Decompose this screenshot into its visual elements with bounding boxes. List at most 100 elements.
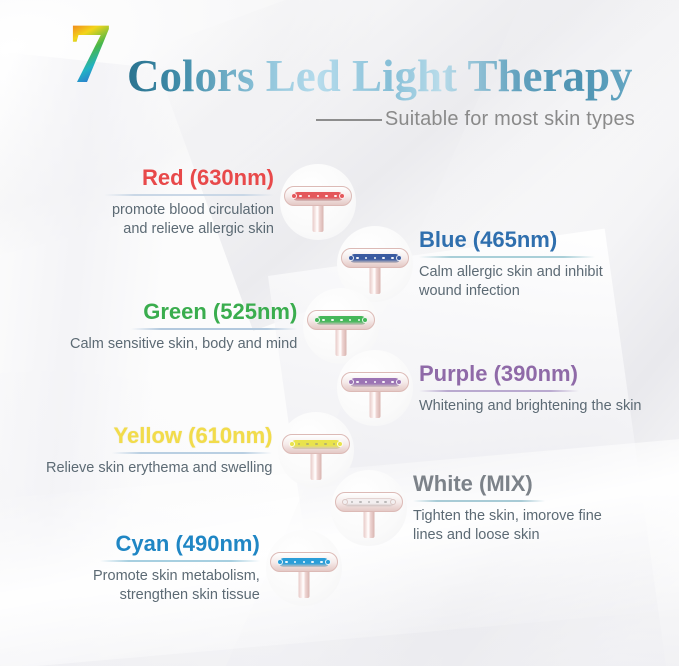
feature-heading: Green (525nm) <box>143 298 298 324</box>
feature-underline <box>413 500 545 502</box>
wand-handle <box>369 384 381 418</box>
subtitle-dash <box>315 118 382 121</box>
led-dot <box>297 442 301 446</box>
feature-heading: Purple (390nm) <box>419 360 578 386</box>
feature-block-cyan: Cyan (490nm) Promote skin metabolism, str… <box>93 530 342 606</box>
feature-underline <box>112 451 273 454</box>
wand-head <box>284 186 352 206</box>
led-dot <box>391 380 394 384</box>
led-dot <box>332 442 336 446</box>
feature-description: Relieve skin erythema and swelling <box>46 459 273 476</box>
led-end-cap <box>348 379 354 385</box>
feature-block-blue: Blue (465nm) Calm allergic skin and inhib… <box>337 226 603 302</box>
feature-text-group: Red (630nm) promote blood circulation and… <box>104 165 274 239</box>
feature-description: Promote skin metabolism, strengthen skin… <box>93 568 260 603</box>
led-dot <box>376 500 379 504</box>
feature-heading: Red (630nm) <box>141 165 274 190</box>
feature-description: Tighten the skin, imorove fine lines and… <box>413 508 602 543</box>
led-wand-icon <box>278 412 355 488</box>
led-end-cap <box>337 441 344 447</box>
led-dot <box>373 256 377 260</box>
led-dot <box>302 560 306 564</box>
wand-head <box>307 310 376 330</box>
led-end-cap <box>324 559 331 565</box>
feature-block-yellow: Yellow (610nm) Relieve skin erythema and … <box>46 412 355 488</box>
led-bar <box>278 557 329 567</box>
feature-heading: Cyan (490nm) <box>115 531 260 556</box>
feature-underline <box>419 389 579 392</box>
subtitle-group: Suitable for most skin types <box>315 108 635 131</box>
led-dot <box>356 380 359 384</box>
led-end-cap <box>390 499 396 505</box>
wand-body <box>278 412 354 488</box>
feature-text-group: Yellow (610nm) Relieve skin erythema and … <box>46 422 273 478</box>
wand-body <box>266 530 342 606</box>
feature-block-green: Green (525nm) Calm sensitive skin, body a… <box>70 288 380 364</box>
feature-description: promote blood circulation and relieve al… <box>111 202 274 237</box>
led-dot <box>315 442 318 446</box>
led-end-cap <box>396 379 402 385</box>
led-dot <box>391 256 394 260</box>
led-end-cap <box>348 255 354 261</box>
feature-underline <box>131 327 298 330</box>
led-dot <box>367 500 371 504</box>
led-dot <box>316 194 320 198</box>
led-end-cap <box>314 317 321 323</box>
wand-head <box>282 434 351 454</box>
led-end-cap <box>276 559 283 565</box>
led-dot <box>306 442 309 446</box>
led-dot <box>320 560 323 564</box>
led-bar <box>293 191 343 201</box>
led-dot <box>348 318 352 322</box>
led-wand-icon <box>280 164 356 240</box>
feature-description: Whitening and brightening the skin <box>419 397 642 414</box>
led-wand-icon <box>331 470 407 546</box>
wand-body <box>337 350 413 426</box>
led-dot <box>364 380 368 384</box>
led-dot <box>331 318 334 322</box>
led-dot <box>322 318 325 322</box>
feature-block-red: Red (630nm) promote blood circulation and… <box>104 164 356 240</box>
feature-heading: Blue (465nm) <box>419 227 558 252</box>
led-dot <box>293 560 297 564</box>
wand-body <box>337 226 413 302</box>
feature-underline <box>99 560 260 562</box>
wand-body <box>303 288 379 364</box>
led-end-cap <box>339 193 345 199</box>
led-bar <box>350 377 400 387</box>
feature-text-group: White (MIX) Tighten the skin, imorove fin… <box>413 471 602 545</box>
led-dot <box>382 380 386 384</box>
led-dot <box>323 442 327 446</box>
feature-description: Calm allergic skin and inhibit wound inf… <box>419 264 603 299</box>
feature-description: Calm sensitive skin, body and mind <box>70 335 298 352</box>
feature-underline <box>419 256 595 258</box>
led-dot <box>307 194 311 198</box>
led-end-cap <box>362 317 369 323</box>
led-dot <box>373 380 377 384</box>
led-bar <box>316 315 367 325</box>
led-dot <box>334 194 337 198</box>
led-dot <box>356 256 359 260</box>
wand-handle <box>335 322 347 356</box>
led-end-cap <box>289 441 296 447</box>
rainbow-seven: 7 <box>68 5 111 101</box>
led-wand-icon <box>337 350 413 426</box>
wand-handle <box>369 260 381 294</box>
wand-head <box>341 372 409 392</box>
led-bar <box>291 439 342 449</box>
led-bar <box>350 253 400 263</box>
wand-body <box>331 470 407 546</box>
feature-block-purple: Purple (390nm) Whitening and brightening … <box>337 350 641 426</box>
feature-heading: Yellow (610nm) <box>113 422 273 448</box>
led-end-cap <box>291 193 297 199</box>
feature-text-group: Purple (390nm) Whitening and brightening … <box>419 361 641 416</box>
feature-underline <box>104 194 274 196</box>
feature-text-group: Blue (465nm) Calm allergic skin and inhib… <box>419 227 603 301</box>
feature-heading: White (MIX) <box>413 471 533 496</box>
page-title: Colors Led Light Therapy <box>127 51 633 101</box>
header: 7 Colors Led Light Therapy Suitable for … <box>0 0 679 150</box>
led-dot <box>359 500 362 504</box>
wand-head <box>335 492 403 512</box>
led-dot <box>384 500 388 504</box>
wand-handle <box>310 446 322 480</box>
